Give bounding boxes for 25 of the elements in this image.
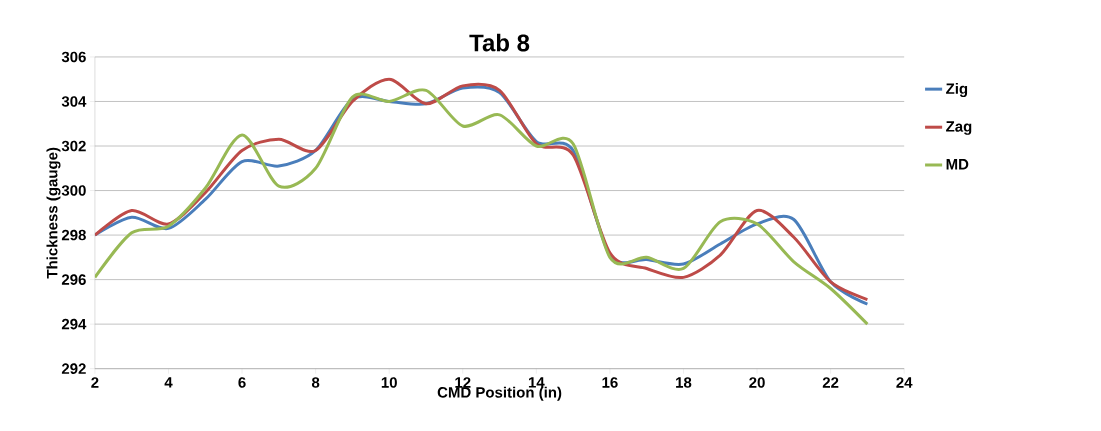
x-tick-label: 6 <box>238 377 246 388</box>
legend-label: Zag <box>946 121 972 135</box>
x-tick-label: 20 <box>749 377 765 388</box>
y-tick-label: 300 <box>61 185 86 197</box>
x-tick-label: 22 <box>822 377 839 388</box>
x-tick-label: 14 <box>528 377 545 388</box>
x-tick-label: 8 <box>311 377 320 388</box>
y-tick-label: 306 <box>61 51 86 63</box>
x-tick-label: 18 <box>676 377 692 388</box>
legend-label: Zig <box>946 83 968 98</box>
x-tick-label: 4 <box>164 377 173 388</box>
y-tick-label: 292 <box>61 363 86 375</box>
legend-label: MD <box>946 159 969 170</box>
y-tick-label: 302 <box>61 140 86 152</box>
y-tick-label: 294 <box>61 319 87 330</box>
y-tick-label: 298 <box>61 229 86 241</box>
chart-title: Tab 8 <box>469 33 530 52</box>
x-tick-label: 12 <box>455 377 471 388</box>
y-tick-label: 296 <box>61 274 86 286</box>
x-tick-label: 10 <box>381 377 397 388</box>
x-tick-label: 24 <box>896 377 913 388</box>
y-axis-title: Thickness (gauge) <box>46 147 61 279</box>
x-tick-label: 16 <box>602 377 618 388</box>
y-tick-label: 304 <box>61 96 87 107</box>
x-tick-label: 2 <box>91 377 99 388</box>
